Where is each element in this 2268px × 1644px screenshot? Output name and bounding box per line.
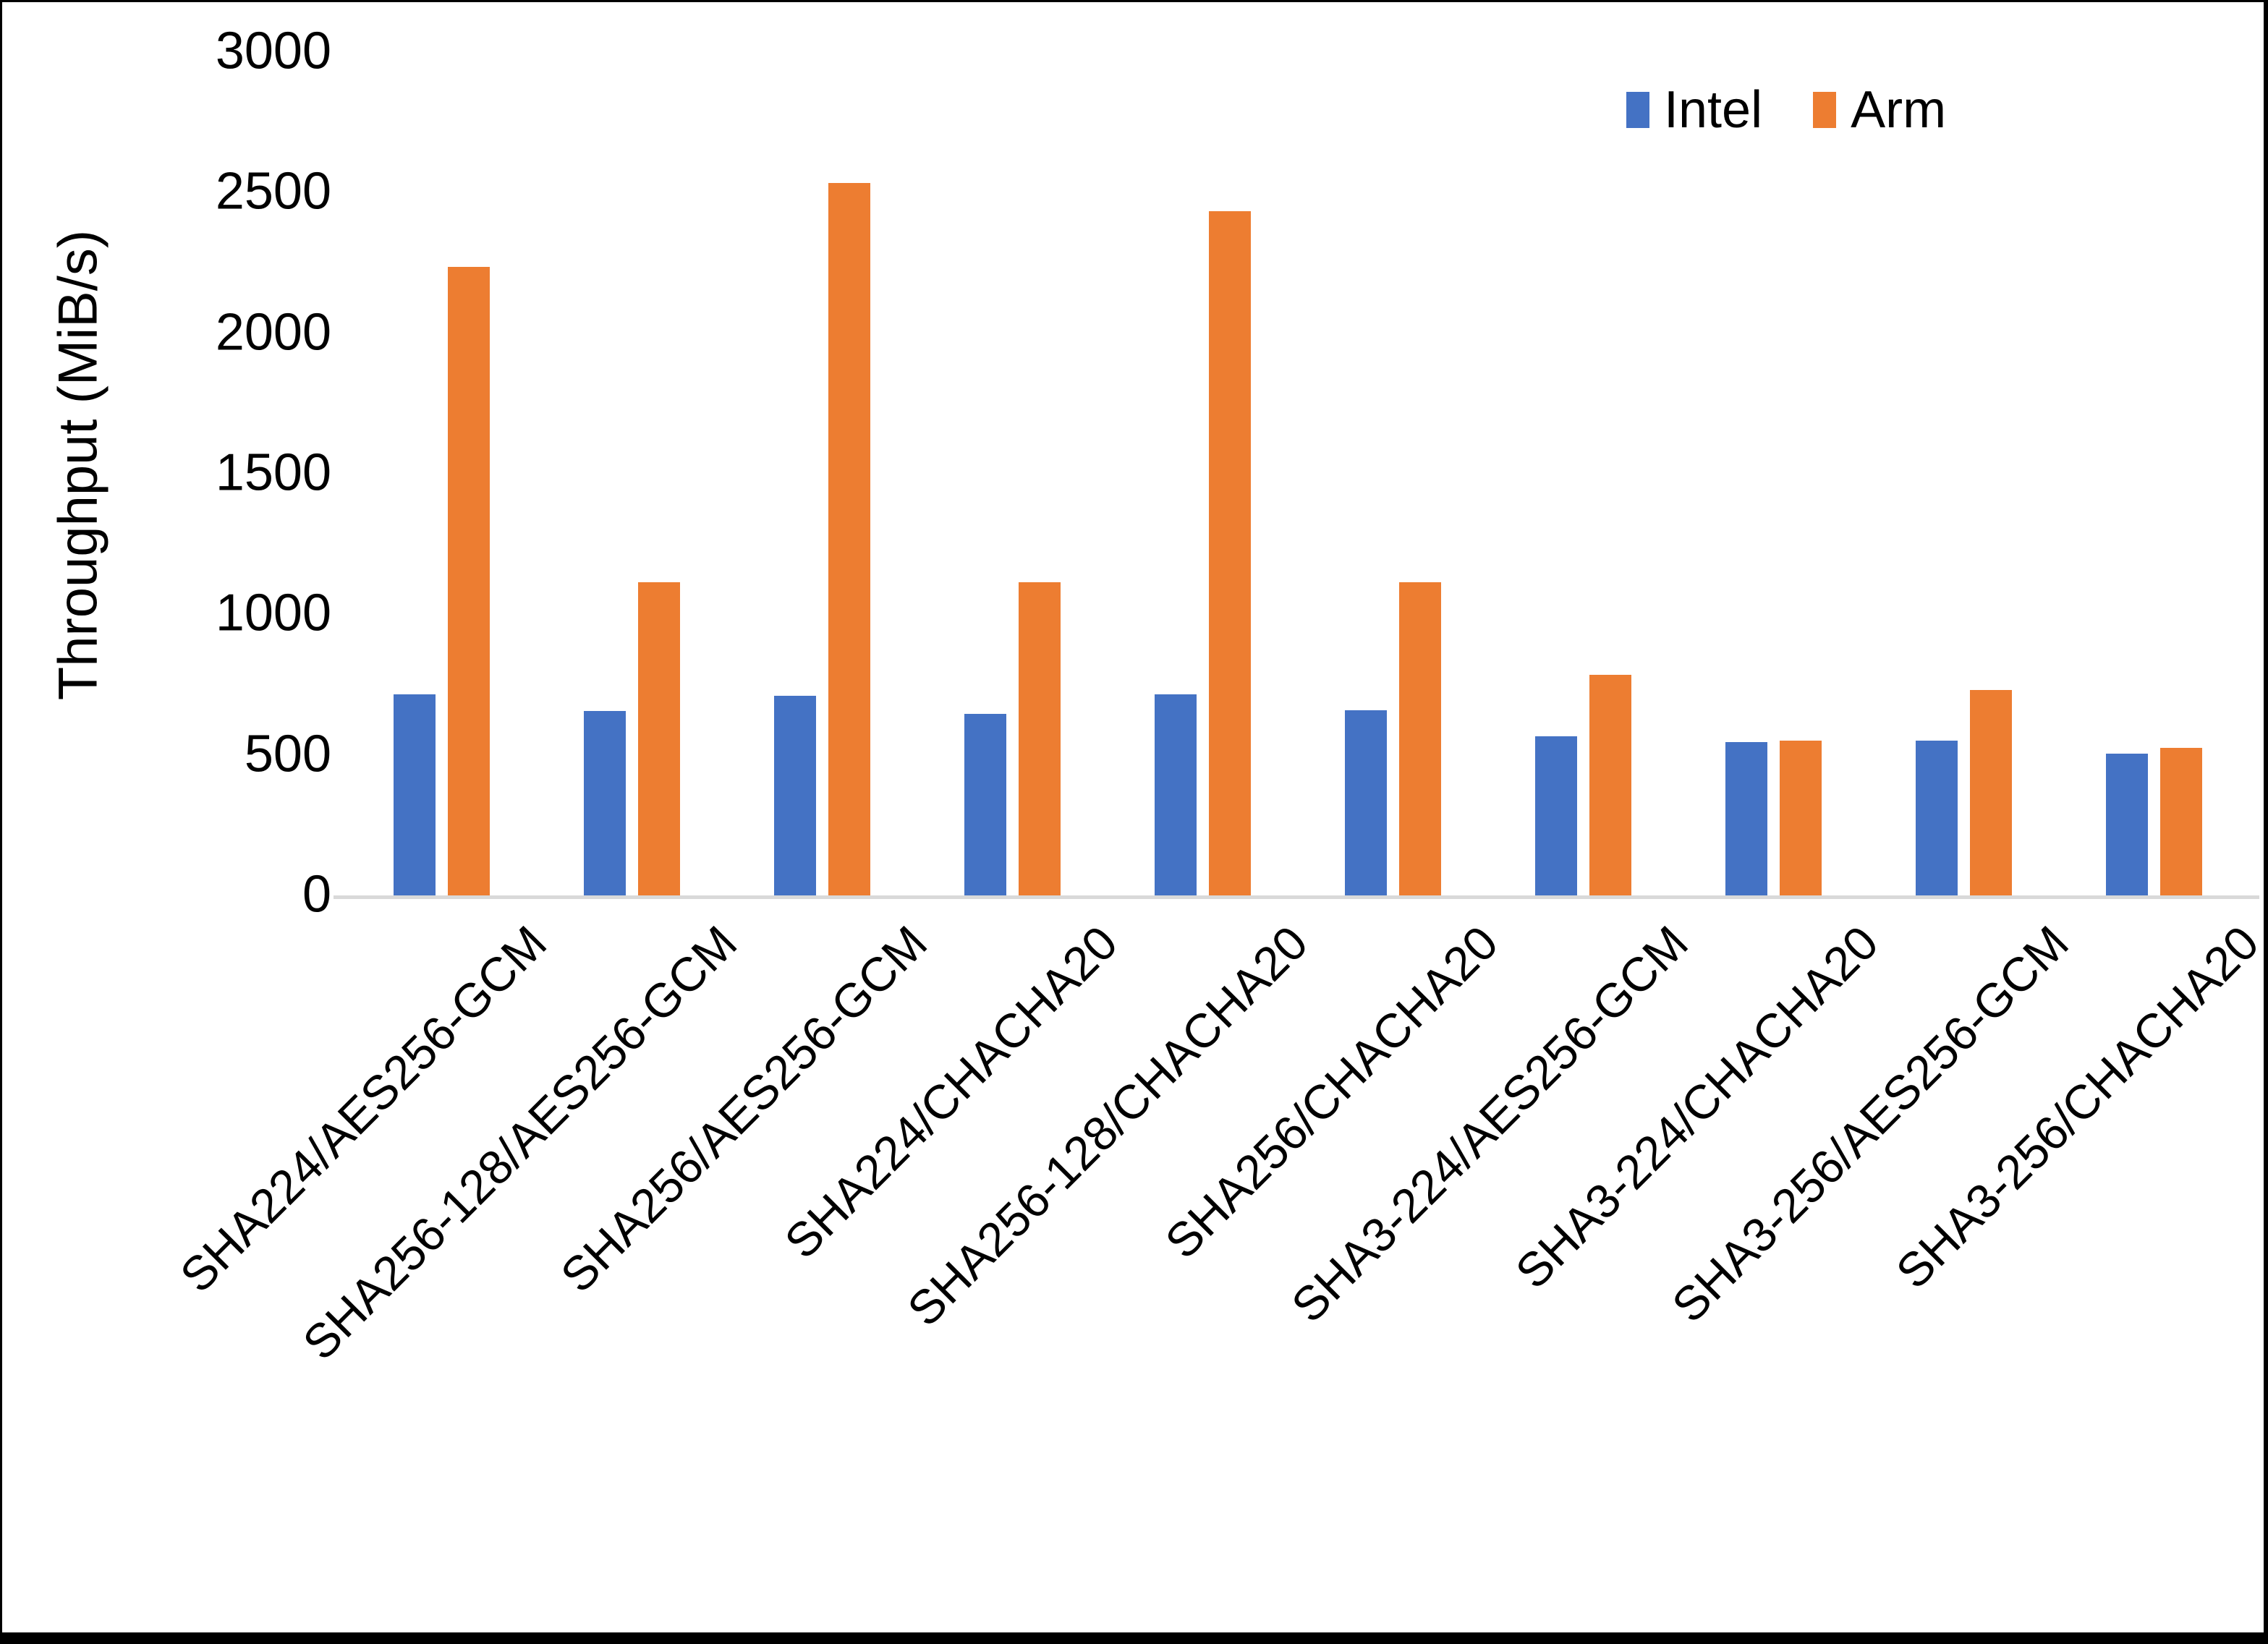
- bar-arm-4: [1019, 582, 1061, 897]
- y-tick-label: 1500: [215, 443, 331, 502]
- bar-intel-10: [2106, 753, 2148, 897]
- bar-intel-5: [1155, 694, 1197, 897]
- bar-arm-1: [448, 267, 490, 897]
- x-category-label: SHA3-224/AES256-GCM: [1280, 915, 1699, 1332]
- bar-intel-9: [1916, 741, 1958, 897]
- bar-arm-3: [828, 182, 870, 897]
- legend-swatch-intel: [1626, 92, 1649, 128]
- bar-arm-8: [1780, 741, 1822, 897]
- bar-intel-4: [964, 714, 1006, 897]
- bar-intel-8: [1725, 742, 1767, 897]
- legend: Intel Arm: [1626, 80, 1946, 140]
- y-tick-label: 3000: [215, 22, 331, 80]
- bar-arm-6: [1399, 582, 1441, 897]
- bar-intel-1: [394, 694, 436, 897]
- legend-item-arm: Arm: [1813, 80, 1946, 140]
- x-category-label: SHA224/AES256-GCM: [169, 915, 557, 1303]
- bar-arm-9: [1970, 690, 2012, 897]
- x-category-label: SHA256/AES256-GCM: [550, 915, 938, 1303]
- x-category-label: SHA256/CHACHA20: [1154, 915, 1508, 1269]
- y-tick-label: 2000: [215, 303, 331, 362]
- bar-intel-3: [774, 696, 816, 897]
- legend-label: Arm: [1851, 81, 1947, 139]
- y-tick-label: 500: [244, 725, 331, 783]
- bar-arm-5: [1209, 210, 1251, 897]
- x-axis-line: [334, 895, 2259, 899]
- x-category-label: SHA256-128/CHACHA20: [896, 915, 1318, 1337]
- bar-arm-10: [2160, 748, 2202, 897]
- x-category-label: SHA3-256/AES256-GCM: [1661, 915, 2079, 1332]
- x-category-label: SHA224/CHACHA20: [773, 915, 1128, 1269]
- y-tick-label: 1000: [215, 584, 331, 643]
- bar-intel-7: [1535, 736, 1577, 897]
- bar-intel-6: [1345, 710, 1387, 897]
- x-category-label: SHA3-256/CHACHA20: [1885, 915, 2268, 1299]
- y-tick-label: 2500: [215, 163, 331, 221]
- legend-swatch-arm: [1813, 92, 1837, 128]
- bar-arm-2: [638, 582, 680, 897]
- y-tick-label: 0: [302, 865, 331, 924]
- x-category-label: SHA3-224/CHACHA20: [1505, 915, 1889, 1299]
- bar-intel-2: [584, 711, 626, 897]
- bar-arm-7: [1589, 674, 1631, 897]
- legend-item-intel: Intel: [1626, 80, 1762, 140]
- legend-label: Intel: [1664, 81, 1763, 139]
